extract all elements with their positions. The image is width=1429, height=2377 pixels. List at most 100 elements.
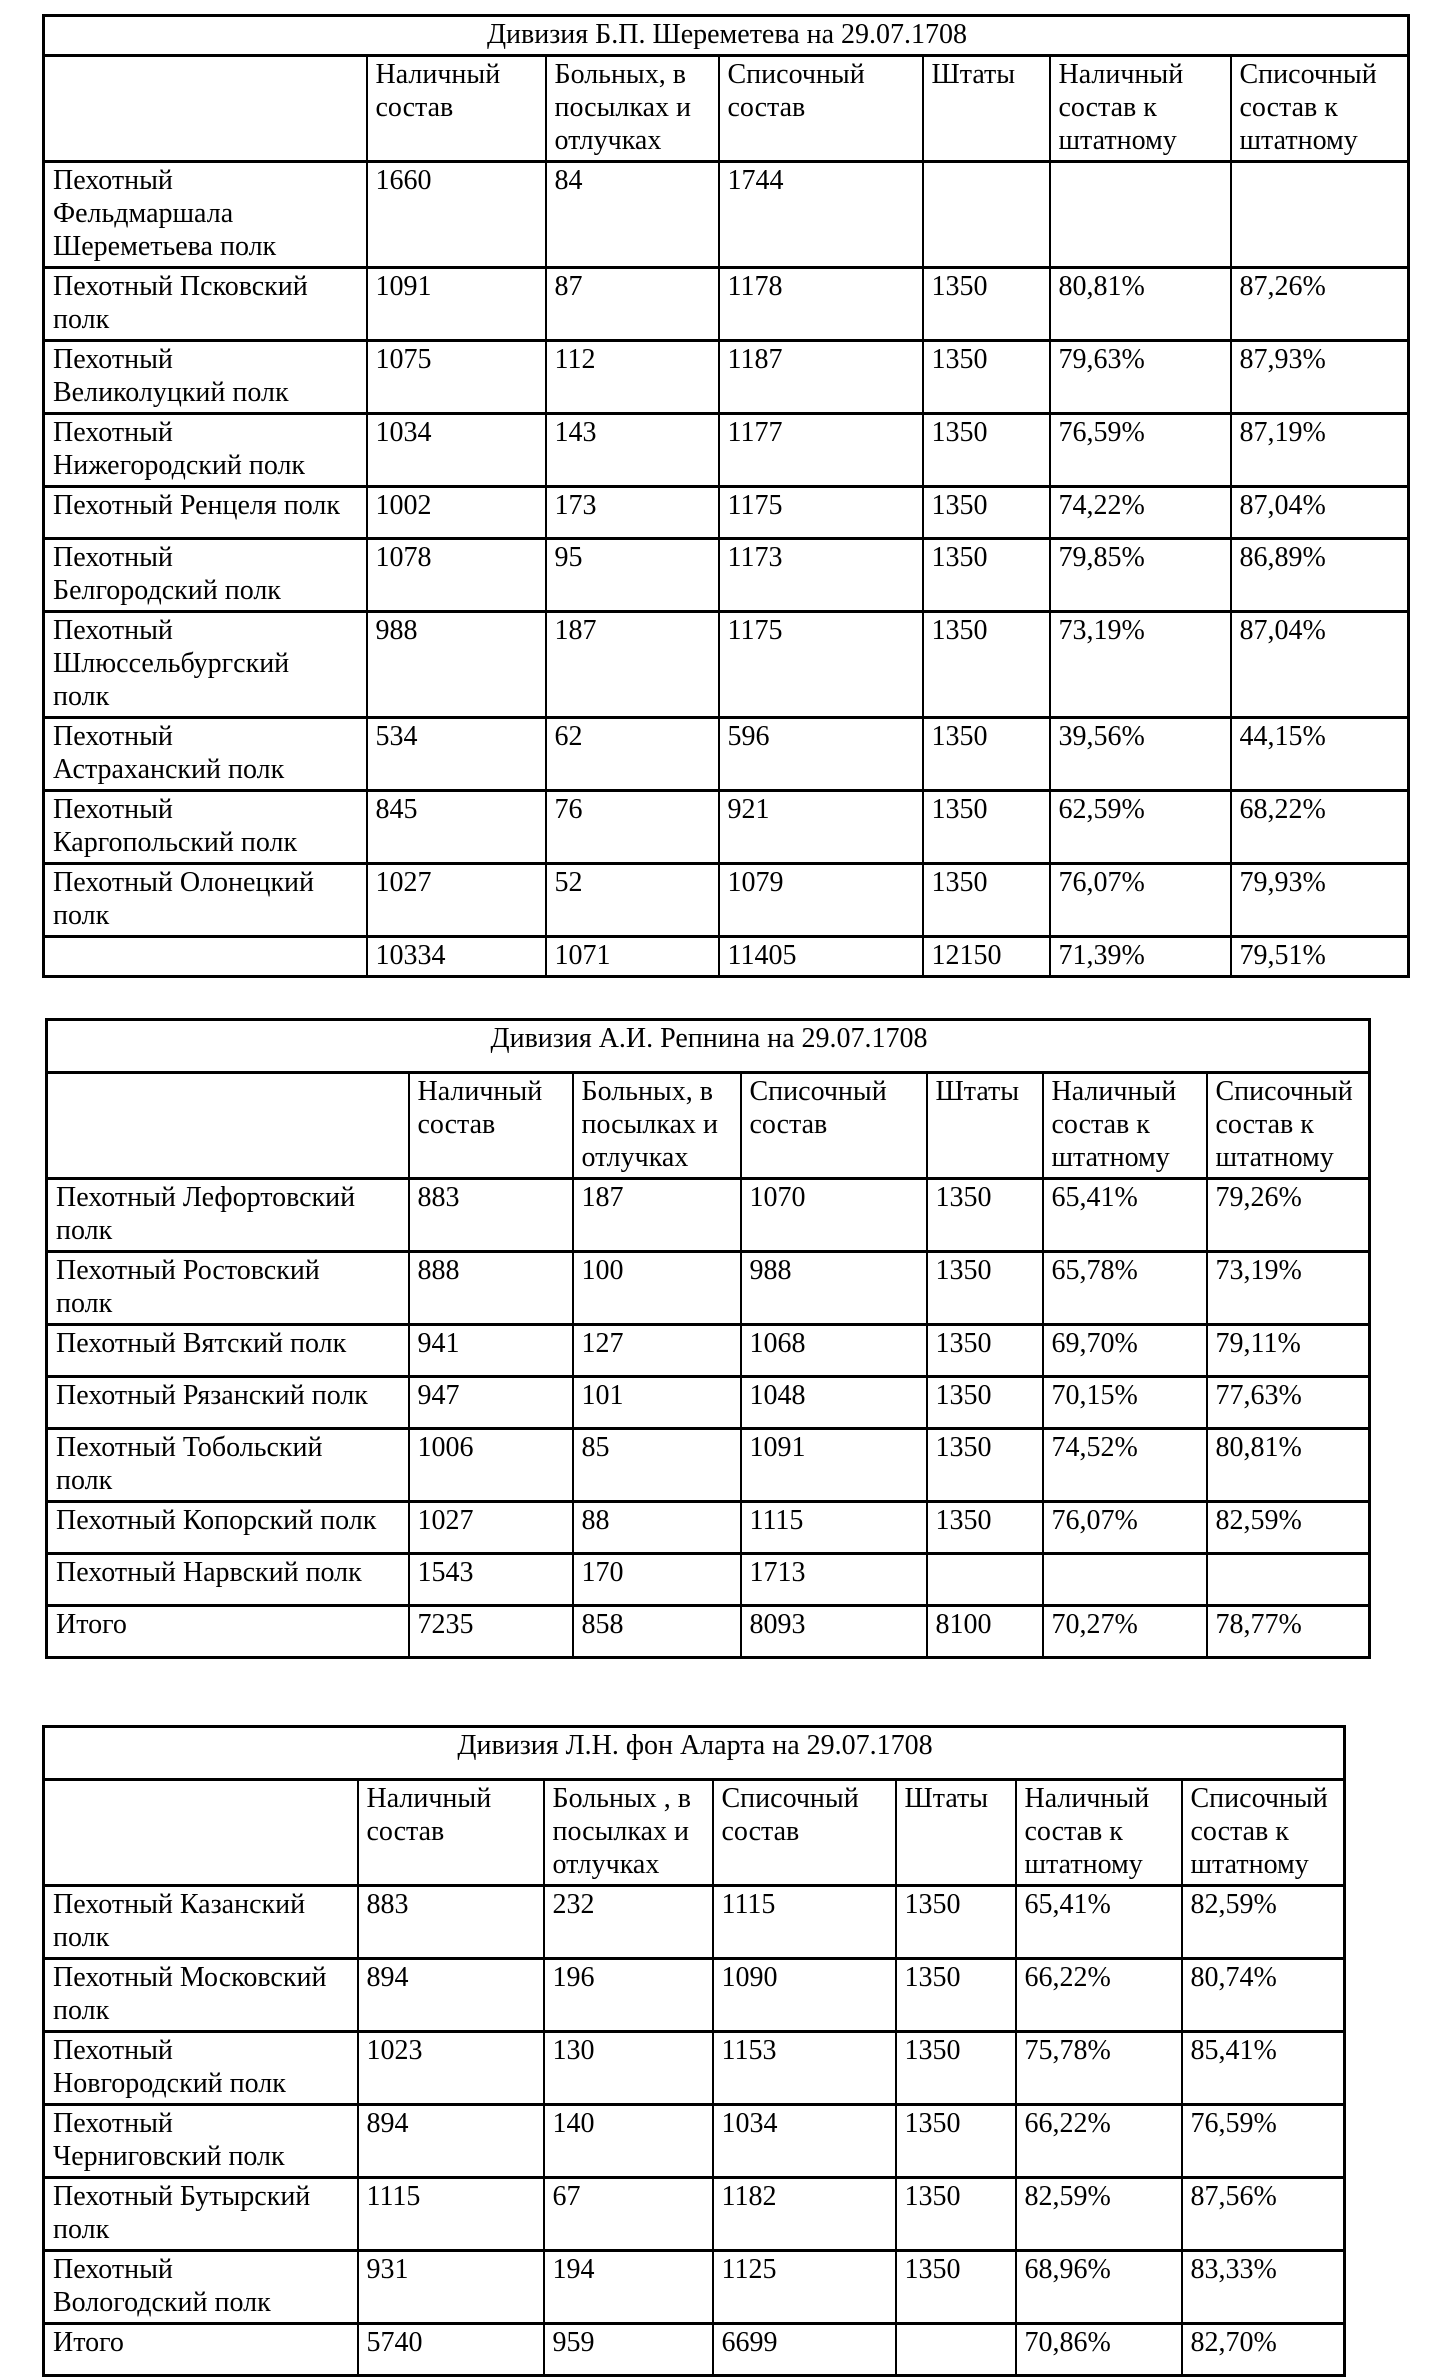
value-cell: 79,11% <box>1205 1323 1371 1378</box>
value-cell: 86,89% <box>1229 537 1410 613</box>
value-cell: 894 <box>356 1957 545 2033</box>
value-cell: 1187 <box>717 339 924 415</box>
value-cell: 959 <box>542 2322 714 2377</box>
column-header: Больных , в посылках и отлучках <box>542 1778 714 1887</box>
value-cell: 534 <box>365 716 547 792</box>
value-cell: 88 <box>571 1500 742 1555</box>
value-cell: 858 <box>571 1604 742 1659</box>
table-row: Пехотный Казанский полк 883 232 1115 1350 65,… <box>42 1884 1346 1960</box>
table-header-row: Наличный состав Больных , в посылках и от… <box>42 1778 1346 1887</box>
value-cell: 1153 <box>711 2030 897 2106</box>
value-cell: 1350 <box>894 2249 1017 2325</box>
table-row: Пехотный Псковский полк 1091 87 1178 1350 80,… <box>42 266 1410 342</box>
column-header: Штаты <box>925 1071 1044 1180</box>
value-cell: 8093 <box>739 1604 928 1659</box>
value-cell: 130 <box>542 2030 714 2106</box>
value-cell: 1071 <box>544 935 720 978</box>
value-cell: 66,22% <box>1014 1957 1183 2033</box>
value-cell: 79,85% <box>1048 537 1232 613</box>
value-cell: 87,04% <box>1229 485 1410 540</box>
value-cell: 1350 <box>925 1250 1044 1326</box>
table-title: Дивизия А.И. Репнина на 29.07.1708 <box>45 1018 1371 1074</box>
value-cell: 941 <box>407 1323 574 1378</box>
value-cell: 52 <box>544 862 720 938</box>
regiment-name-cell: Пехотный Астраханский полк <box>42 716 368 792</box>
regiment-name-cell: Пехотный Московский полк <box>42 1957 359 2033</box>
value-cell: 68,96% <box>1014 2249 1183 2325</box>
value-cell: 1023 <box>356 2030 545 2106</box>
table-row: Пехотный Вологодский полк 931 194 1125 1350 6… <box>42 2249 1346 2325</box>
value-cell: 196 <box>542 1957 714 2033</box>
regiment-name-cell: Пехотный Ренцеля полк <box>42 485 368 540</box>
value-cell: 112 <box>544 339 720 415</box>
value-cell: 1125 <box>711 2249 897 2325</box>
value-cell: 65,41% <box>1041 1177 1208 1253</box>
value-cell: 1115 <box>711 1884 897 1960</box>
value-cell: 82,59% <box>1205 1500 1371 1555</box>
value-cell: 87,19% <box>1229 412 1410 488</box>
value-cell: 79,63% <box>1048 339 1232 415</box>
value-cell: 1068 <box>739 1323 928 1378</box>
table-title-row: Дивизия Л.Н. фон Аларта на 29.07.1708 <box>42 1725 1346 1781</box>
value-cell: 11405 <box>717 935 924 978</box>
table-row: Пехотный Фельдмаршала Шереметьева полк 16… <box>42 160 1410 269</box>
value-cell: 947 <box>407 1375 574 1430</box>
value-cell: 76,07% <box>1048 862 1232 938</box>
value-cell: 73,19% <box>1205 1250 1371 1326</box>
value-cell: 83,33% <box>1180 2249 1346 2325</box>
value-cell: 1070 <box>739 1177 928 1253</box>
value-cell: 70,15% <box>1041 1375 1208 1430</box>
value-cell: 80,81% <box>1048 266 1232 342</box>
regiment-name-cell: Пехотный Олонецкий полк <box>42 862 368 938</box>
table-row: Пехотный Новгородский полк 1023 130 1153 135… <box>42 2030 1346 2106</box>
table-row: Пехотный Олонецкий полк 1027 52 1079 1350 76,… <box>42 862 1410 938</box>
value-cell: 62,59% <box>1048 789 1232 865</box>
value-cell: 75,78% <box>1014 2030 1183 2106</box>
regiment-name-cell: Пехотный Шлюссельбургский полк <box>42 610 368 719</box>
value-cell: 988 <box>739 1250 928 1326</box>
value-cell <box>925 1552 1044 1607</box>
value-cell: 87,93% <box>1229 339 1410 415</box>
regiment-name-cell: Пехотный Нарвский полк <box>45 1552 410 1607</box>
value-cell: 1079 <box>717 862 924 938</box>
value-cell: 1002 <box>365 485 547 540</box>
value-cell: 100 <box>571 1250 742 1326</box>
value-cell: 1091 <box>365 266 547 342</box>
value-cell <box>1048 160 1232 269</box>
value-cell: 173 <box>544 485 720 540</box>
column-header <box>45 1071 410 1180</box>
column-header: Наличный состав к штатному <box>1048 54 1232 163</box>
value-cell: 232 <box>542 1884 714 1960</box>
value-cell: 187 <box>571 1177 742 1253</box>
value-cell: 127 <box>571 1323 742 1378</box>
value-cell: 76 <box>544 789 720 865</box>
column-header: Списочный состав <box>717 54 924 163</box>
value-cell: 931 <box>356 2249 545 2325</box>
value-cell <box>921 160 1051 269</box>
value-cell: 87,26% <box>1229 266 1410 342</box>
value-cell: 1182 <box>711 2176 897 2252</box>
column-header: Списочный состав к штатному <box>1229 54 1410 163</box>
table-row: Пехотный Каргопольский полк 845 76 921 1350 6… <box>42 789 1410 865</box>
value-cell: 95 <box>544 537 720 613</box>
regiment-name-cell: Итого <box>42 2322 359 2377</box>
value-cell: 1006 <box>407 1427 574 1503</box>
value-cell: 1543 <box>407 1552 574 1607</box>
value-cell: 77,63% <box>1205 1375 1371 1430</box>
table-row: Пехотный Ренцеля полк 1002 173 1175 1350 74,2… <box>42 485 1410 540</box>
value-cell: 71,39% <box>1048 935 1232 978</box>
value-cell: 1078 <box>365 537 547 613</box>
table-row: Пехотный Черниговский полк 894 140 1034 1350… <box>42 2103 1346 2179</box>
value-cell: 76,07% <box>1041 1500 1208 1555</box>
value-cell: 921 <box>717 789 924 865</box>
value-cell: 1744 <box>717 160 924 269</box>
table-row: Пехотный Бутырский полк 1115 67 1182 1350 82,… <box>42 2176 1346 2252</box>
regiment-name-cell: Пехотный Тобольский полк <box>45 1427 410 1503</box>
regiment-name-cell: Пехотный Великолуцкий полк <box>42 339 368 415</box>
table-title: Дивизия Л.Н. фон Аларта на 29.07.1708 <box>42 1725 1346 1781</box>
table-row: Пехотный Московский полк 894 196 1090 1350 66… <box>42 1957 1346 2033</box>
value-cell: 70,86% <box>1014 2322 1183 2377</box>
value-cell: 194 <box>542 2249 714 2325</box>
value-cell: 883 <box>356 1884 545 1960</box>
